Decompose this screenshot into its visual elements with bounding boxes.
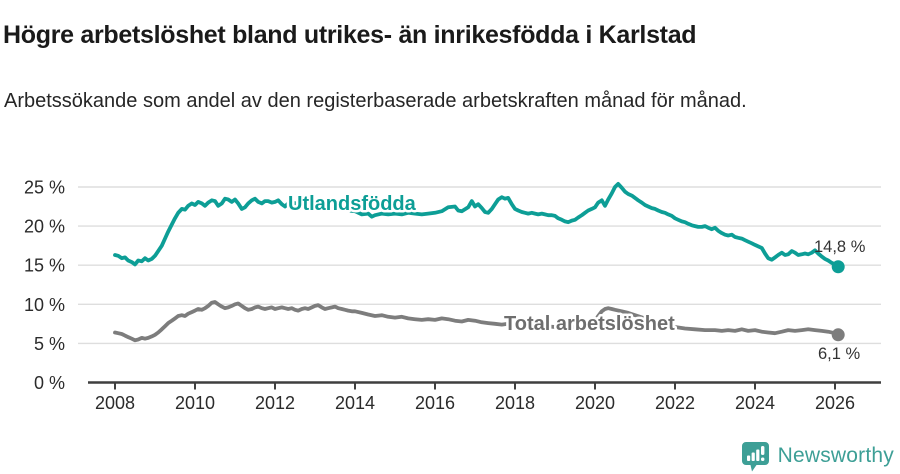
y-tick-label-20: 20 %: [24, 217, 65, 237]
end-value-label-0: 14,8 %: [814, 238, 866, 256]
x-tick-label-2010: 2010: [175, 393, 215, 413]
y-tick-label-15: 15 %: [24, 256, 65, 276]
x-tick-label-2022: 2022: [655, 393, 695, 413]
y-tick-label-5: 5 %: [34, 334, 65, 354]
x-tick-label-2024: 2024: [735, 393, 775, 413]
x-tick-label-2012: 2012: [255, 393, 295, 413]
newsworthy-logo: Newsworthy: [740, 440, 894, 472]
series-line-1: [113, 300, 841, 343]
x-tick-label-2026: 2026: [815, 393, 855, 413]
chart-subtitle: Arbetssökande som andel av den registerb…: [4, 90, 747, 112]
x-tick-label-2020: 2020: [575, 393, 615, 413]
chart-area: 2008 2010 2012 2014 2016 2018 2020 2022 2024 2026…: [0, 160, 900, 430]
page-title: Högre arbetslöshet bland utrikes- än inr…: [3, 20, 697, 49]
newsworthy-logo-text: Newsworthy: [777, 444, 894, 467]
y-tick-label-10: 10 %: [24, 295, 65, 315]
series-label-total-arbetsloshet: Total arbetslöshet: [504, 313, 675, 335]
series-line-0: [113, 181, 841, 269]
x-tick-label-2014: 2014: [335, 393, 375, 413]
end-value-label-1: 6,1 %: [818, 345, 861, 363]
y-tick-label-0: 0 %: [34, 373, 65, 393]
x-tick-label-2008: 2008: [95, 393, 135, 413]
y-tick-label-25: 25 %: [24, 178, 65, 198]
x-tick-label-2018: 2018: [495, 393, 535, 413]
series-end-dot-0: [831, 260, 845, 274]
x-tick-label-2016: 2016: [415, 393, 455, 413]
series-end-dot-1: [831, 328, 845, 342]
newsworthy-pin-barchart-icon: [741, 442, 769, 472]
series-label-utlandsfodda: Utlandsfödda: [288, 193, 417, 215]
line-chart: 2008 2010 2012 2014 2016 2018 2020 2022 2024 2026…: [24, 178, 881, 413]
